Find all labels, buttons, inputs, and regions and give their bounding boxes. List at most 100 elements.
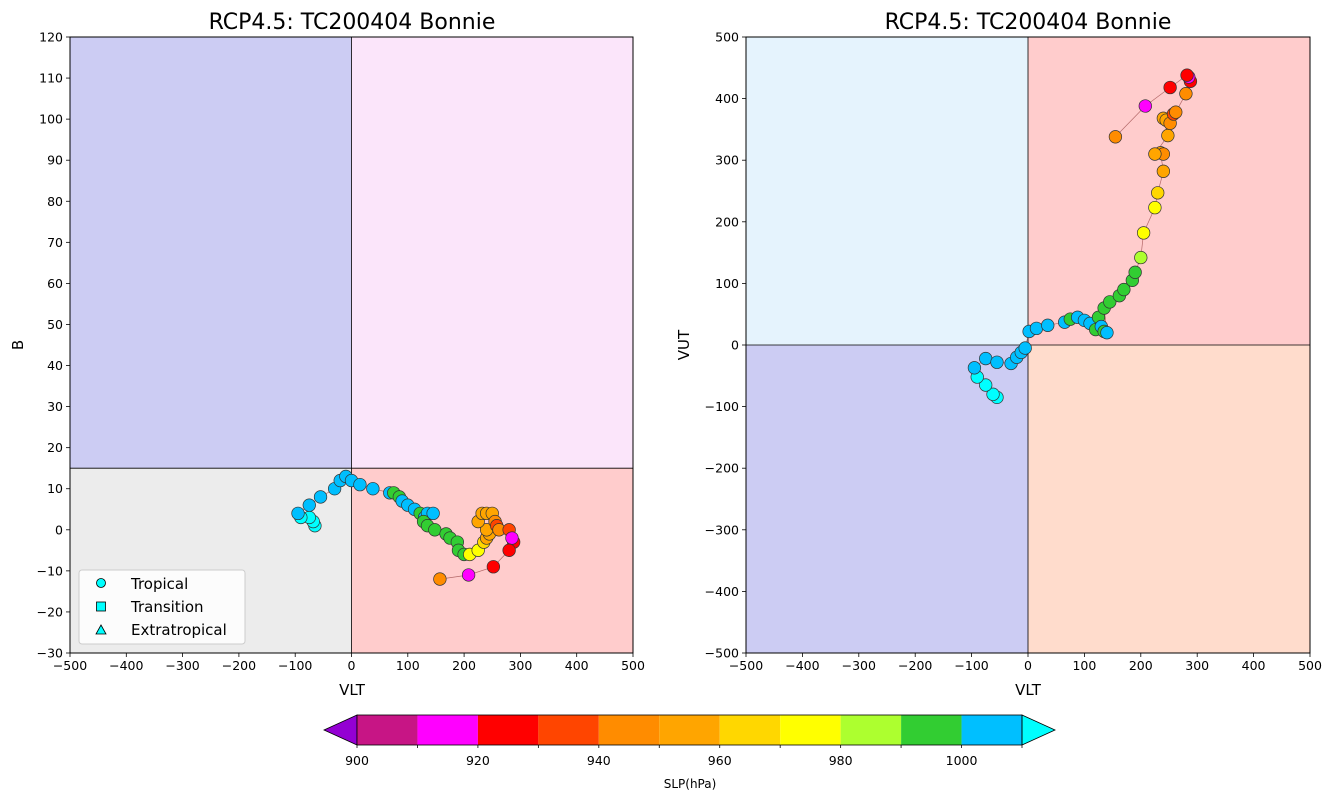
track-point (1041, 318, 1055, 332)
track-point (1180, 68, 1194, 82)
y-tick-label: 110 (39, 71, 63, 86)
track-point (1156, 164, 1171, 178)
track-point (461, 568, 476, 582)
track-point (1163, 80, 1177, 95)
x-tick-label: 100 (396, 658, 420, 673)
y-tick-label: 80 (47, 194, 63, 209)
track-point (1136, 226, 1151, 240)
legend-marker-transition (96, 601, 106, 612)
x-tick-label: −300 (165, 658, 199, 673)
colorbar-tick-label: 980 (829, 753, 853, 768)
colorbar-label: SLP(hPa) (664, 777, 717, 791)
quadrant-upper-right (351, 37, 633, 469)
quadrant-lower-left (746, 345, 1028, 653)
y-tick-label: −30 (37, 646, 63, 661)
right-y-axis-label: VUT (675, 329, 693, 360)
x-tick-label: 0 (1024, 658, 1032, 673)
y-tick-label: 20 (47, 440, 63, 455)
x-tick-label: −300 (842, 658, 876, 673)
colorbar-tick-label: 1000 (946, 753, 978, 768)
colorbar-cell (477, 715, 539, 745)
colorbar-frame (356, 714, 1023, 746)
left-y-axis-label: B (9, 340, 27, 350)
x-tick-label: −500 (729, 658, 763, 673)
right-x-axis-label: VLT (1015, 681, 1042, 699)
colorbar-cell (417, 715, 478, 745)
y-tick-label: 50 (47, 317, 63, 332)
x-tick-label: 500 (1298, 658, 1322, 673)
legend-marker-tropical (96, 578, 106, 588)
track-point (1029, 321, 1044, 336)
track-point (433, 572, 447, 586)
x-tick-label: −500 (53, 658, 87, 673)
track-point (979, 378, 993, 392)
x-tick-label: 0 (348, 658, 356, 673)
x-tick-label: 400 (565, 658, 589, 673)
track-point (1018, 341, 1032, 355)
track-point (979, 351, 993, 366)
track-point (1169, 105, 1183, 119)
colorbar-cell (659, 715, 720, 745)
y-tick-label: 60 (47, 276, 63, 291)
legend-marker-extratropical (95, 624, 107, 635)
left-track-points (291, 469, 521, 586)
track-point (1128, 265, 1142, 279)
track-point (1100, 326, 1114, 340)
right-axes: −500 −400 −300 −200 −100 0 100 200 300 400 500 −500… (705, 30, 1322, 674)
track-point (353, 477, 367, 492)
y-tick-label: 120 (39, 30, 63, 45)
x-tick-label: 500 (621, 658, 645, 673)
track-point (366, 482, 380, 496)
colorbar-ticks: 900 920 940 960 980 1000 (345, 745, 1023, 768)
track-point (502, 543, 516, 557)
left-chart: RCP4.5: TC200404 Bonnie −500 −400 −300 −200… (9, 10, 645, 699)
track-point (1148, 200, 1162, 215)
colorbar-tick-label: 960 (708, 753, 732, 768)
x-tick-label: 400 (1242, 658, 1266, 673)
right-chart: RCP4.5: TC200404 Bonnie −500 −400 −300 −200… (675, 10, 1322, 699)
y-tick-label: 0 (55, 522, 63, 537)
x-tick-label: 200 (452, 658, 476, 673)
y-tick-label: 10 (47, 481, 63, 496)
x-tick-label: 300 (1185, 658, 1209, 673)
left-x-axis-label: VLT (339, 681, 366, 699)
x-tick-label: 100 (1072, 658, 1096, 673)
colorbar-cell (961, 715, 1022, 745)
track-point (1108, 130, 1123, 144)
x-tick-label: −100 (278, 658, 312, 673)
track-point (1148, 147, 1162, 161)
y-tick-label: 0 (731, 338, 739, 353)
y-tick-label: −20 (37, 604, 63, 619)
track-point (967, 361, 982, 375)
colorbar-cell (840, 715, 902, 745)
track-point (1151, 186, 1165, 200)
track-point (986, 387, 1000, 401)
colorbar-under-arrow (323, 714, 358, 746)
track-point (302, 498, 316, 512)
colorbar-cell (901, 715, 962, 745)
track-point (990, 355, 1004, 369)
y-tick-label: −100 (705, 399, 739, 414)
x-tick-label: −100 (954, 658, 988, 673)
legend-label-tropical: Tropical (130, 575, 188, 593)
track-point (428, 523, 442, 537)
y-tick-label: 300 (715, 153, 739, 168)
track-point (1161, 128, 1175, 143)
colorbar-cell (598, 715, 660, 745)
left-axes: −500 −400 −300 −200 −100 0 100 200 300 400 500−30−… (37, 30, 645, 674)
y-tick-label: 400 (715, 91, 739, 106)
colorbar-cell (780, 715, 841, 745)
x-tick-label: −400 (109, 658, 143, 673)
track-point (505, 531, 519, 545)
legend-label-transition: Transition (130, 598, 204, 616)
y-tick-label: 200 (715, 214, 739, 229)
quadrant-upper-left (70, 37, 352, 469)
colorbar-cell (538, 715, 599, 745)
y-tick-label: −300 (705, 522, 739, 537)
y-tick-label: 30 (47, 399, 63, 414)
quadrant-upper-left (746, 37, 1028, 345)
colorbar-cell (357, 715, 418, 745)
colorbar-cell (719, 715, 781, 745)
track-point (1117, 282, 1131, 297)
